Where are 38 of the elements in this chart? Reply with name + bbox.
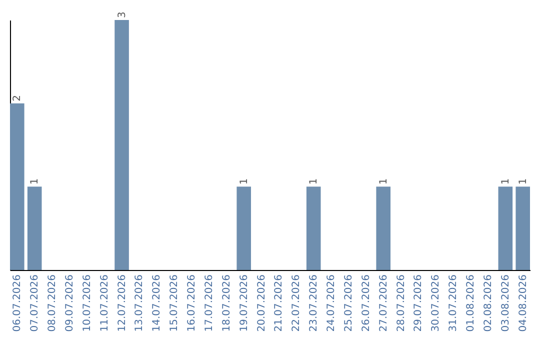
data-label: 1 [238, 178, 250, 185]
x-tick-label: 01.08.2026 [466, 274, 477, 332]
x-tick-label: 24.07.2026 [326, 274, 338, 332]
x-tick-label: 20.07.2026 [256, 274, 268, 332]
x-tick-label: 17.07.2026 [204, 274, 215, 332]
data-label: 1 [518, 178, 529, 185]
x-tick-label: 08.07.2026 [47, 274, 58, 332]
x-tick-label: 22.07.2026 [291, 274, 302, 332]
x-tick-label: 23.07.2026 [308, 274, 320, 332]
data-label: 2 [12, 94, 24, 102]
x-tick-label: 03.08.2026 [500, 274, 512, 332]
data-label: 1 [30, 178, 41, 185]
x-tick-label: 12.07.2026 [116, 274, 128, 332]
x-tick-label: 30.07.2026 [430, 274, 442, 332]
x-tick-label: 21.07.2026 [274, 274, 285, 332]
x-tick-label: 07.07.2026 [30, 274, 41, 332]
x-tick-label: 29.07.2026 [413, 274, 424, 332]
x-tick-label: 06.07.2026 [12, 274, 24, 332]
x-tick-label: 09.07.2026 [64, 274, 76, 332]
x-tick-label: 04.08.2026 [518, 274, 529, 332]
data-label: 1 [378, 178, 390, 185]
x-tick-label: 28.07.2026 [396, 274, 407, 332]
x-tick-label: 25.07.2026 [343, 274, 354, 332]
x-tick-label: 10.07.2026 [82, 274, 93, 332]
x-tick-label: 18.07.2026 [221, 274, 232, 332]
x-tick-label: 02.08.2026 [482, 274, 494, 332]
x-tick-label: 13.07.2026 [134, 274, 146, 332]
x-tick-label: 19.07.2026 [238, 274, 250, 332]
data-label: 1 [500, 178, 512, 185]
data-label: 1 [308, 178, 320, 185]
data-label: 3 [116, 12, 128, 18]
x-tick-label: 15.07.2026 [169, 274, 180, 332]
x-tick-label: 11.07.2026 [99, 274, 110, 332]
x-tick-label: 26.07.2026 [360, 274, 372, 332]
x-tick-label: 16.07.2026 [186, 274, 198, 332]
x-tick-label: 31.07.2026 [448, 274, 460, 332]
x-tick-label: 14.07.2026 [152, 274, 163, 332]
x-tick-label: 27.07.2026 [378, 274, 390, 332]
